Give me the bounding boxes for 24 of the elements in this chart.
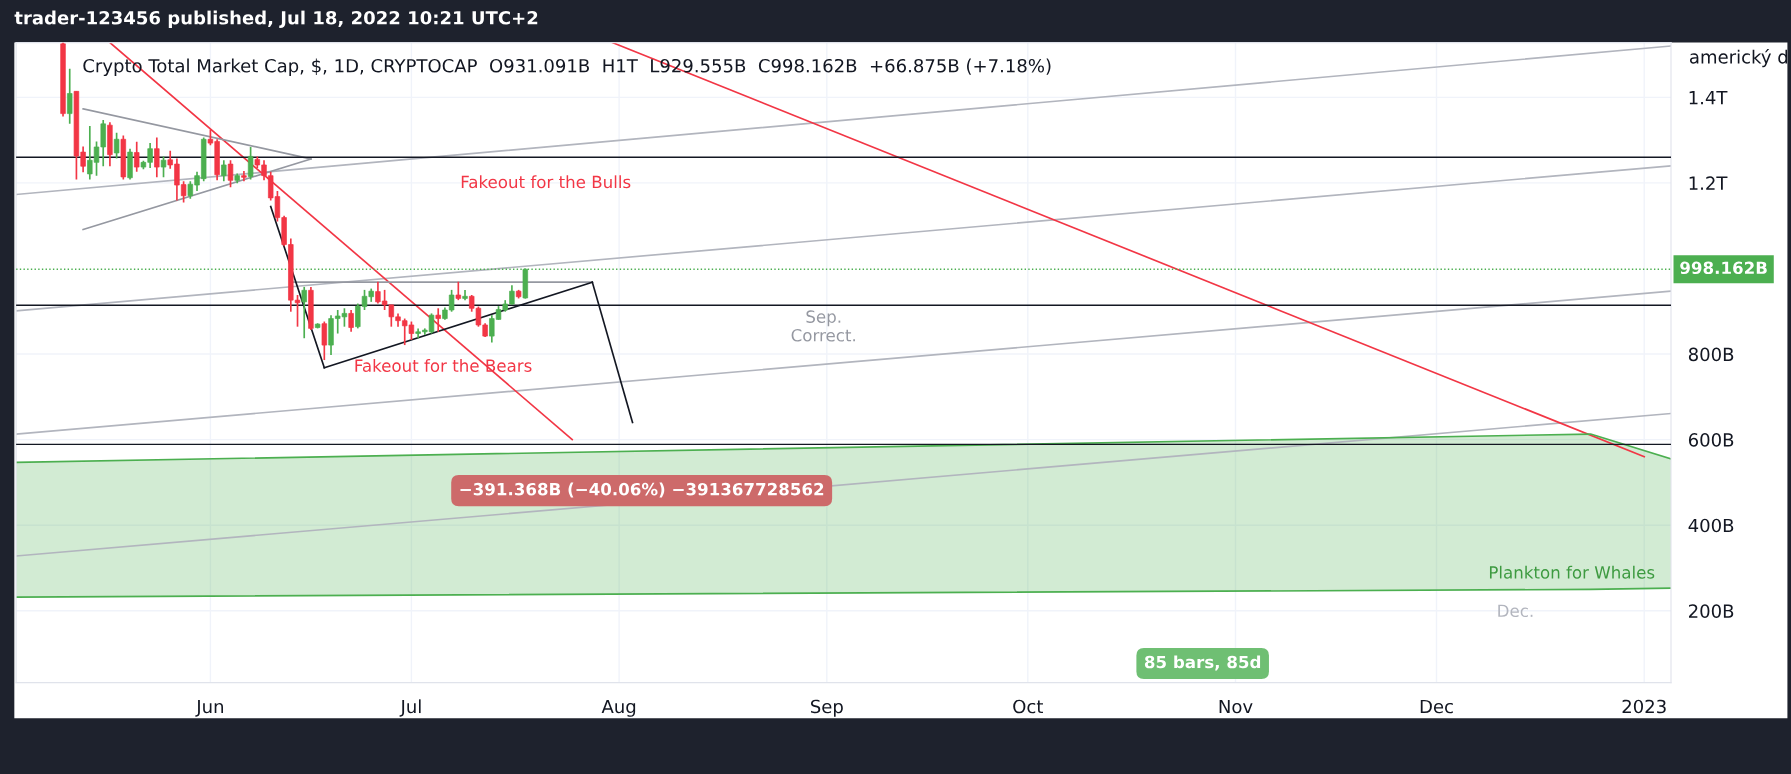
annotation: 85 bars, 85d: [1144, 655, 1261, 671]
x-tick-label: Jun: [195, 699, 223, 717]
y-tick-label: 1.2T: [1689, 176, 1728, 190]
annotation: Dec.: [1498, 604, 1533, 618]
x-tick-label: Sep: [810, 699, 843, 717]
x-tick-label: 2023: [1622, 699, 1666, 714]
annotation: Fakeout for the Bulls: [461, 175, 631, 189]
y-tick-label: 1.4T: [1689, 91, 1728, 105]
x-tick-label: Dec: [1420, 699, 1453, 714]
annotation: Fakeout for the Bears: [355, 359, 532, 372]
y-tick-label: 600B: [1688, 433, 1734, 447]
annotation: Plankton for Whales: [1489, 565, 1655, 579]
ref-line-label: 998.162B: [1680, 261, 1767, 275]
y-axis-title: americký d: [1690, 48, 1788, 68]
annotation: −391.368B (−40.06%) −391367728562: [460, 482, 824, 498]
annotation: Sep. Correct.: [791, 310, 855, 342]
x-tick-label: Oct: [1013, 699, 1043, 714]
x-tick-label: Nov: [1219, 699, 1253, 714]
y-tick-label: 800B: [1688, 347, 1734, 362]
y-tick-label: 200B: [1688, 604, 1734, 618]
x-tick-label: Aug: [601, 699, 636, 717]
chart-subtitle: trader-123456 published, Jul 18, 2022 10:21 UTC+2: [14, 10, 538, 29]
x-tick-label: Jul: [399, 699, 421, 717]
y-tick-label: 400B: [1688, 518, 1734, 533]
